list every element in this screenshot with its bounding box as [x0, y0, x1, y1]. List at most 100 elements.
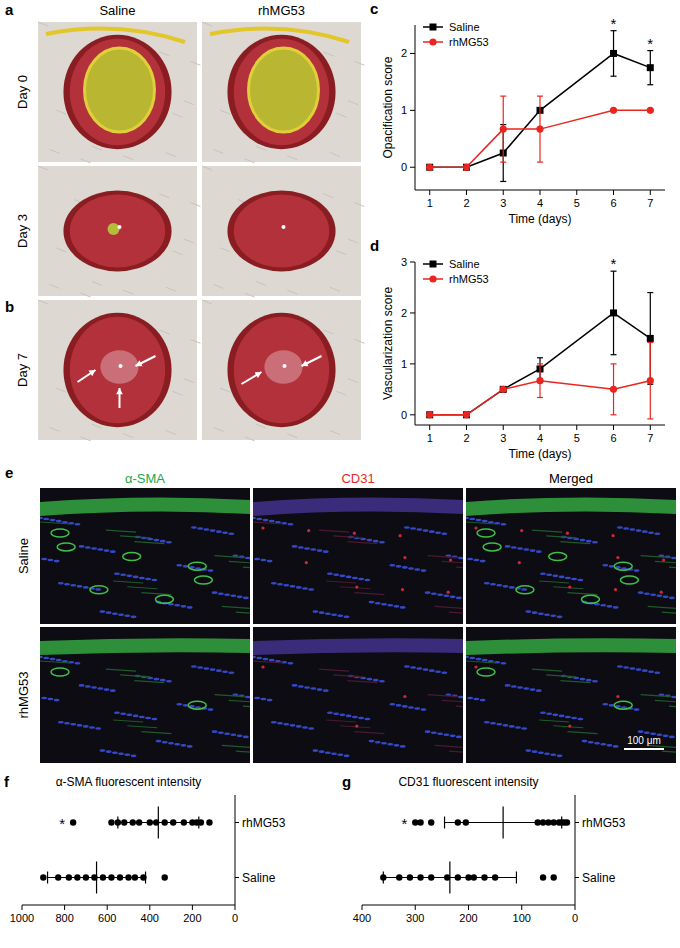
- category-label: Saline: [242, 871, 276, 885]
- micrograph-background: [253, 488, 463, 624]
- micrograph-background: [466, 627, 676, 763]
- fur: [166, 431, 176, 435]
- x-tick: [576, 190, 577, 195]
- x-tick-label: 5: [574, 432, 580, 444]
- data-point: [500, 386, 507, 393]
- vessel: [51, 668, 69, 676]
- nucleus: [40, 656, 43, 659]
- y-axis: [415, 262, 416, 425]
- y-tick-label: 2: [401, 47, 407, 59]
- fur: [220, 110, 230, 114]
- data-point: [170, 819, 176, 825]
- y-tick: [410, 312, 415, 313]
- nucleus: [271, 721, 277, 724]
- nucleus: [254, 558, 260, 561]
- photo-background: [202, 300, 361, 440]
- nucleus: [253, 517, 256, 520]
- y-axis-label: Vascularization score: [381, 287, 395, 400]
- x-tick: [540, 190, 541, 195]
- nucleus: [450, 735, 456, 738]
- data-point: [536, 377, 543, 384]
- fur: [202, 22, 212, 26]
- nucleus: [277, 722, 283, 725]
- fur: [49, 427, 59, 431]
- plot-area: [426, 271, 654, 419]
- y-tick: [575, 822, 579, 823]
- y-tick-label: 3: [401, 256, 407, 268]
- x-tick: [22, 905, 23, 910]
- stroma: [546, 536, 576, 538]
- vessel: [57, 543, 75, 551]
- nucleus: [638, 591, 644, 594]
- fur: [172, 113, 182, 117]
- x-tick-label: 200: [459, 912, 477, 924]
- nucleus: [346, 576, 352, 579]
- fur: [92, 146, 102, 150]
- data-point: [83, 874, 89, 880]
- nucleus: [613, 745, 619, 748]
- nucleus: [256, 657, 262, 660]
- nucleus: [490, 722, 496, 725]
- fur: [348, 379, 358, 383]
- nucleus: [269, 520, 275, 523]
- stroma: [442, 561, 463, 563]
- nucleus: [475, 519, 481, 522]
- nucleus: [441, 671, 447, 674]
- nucleus: [606, 744, 612, 747]
- nucleus: [277, 583, 283, 586]
- nucleus: [509, 725, 515, 728]
- data-point: [140, 874, 146, 880]
- legend-label: Saline: [449, 21, 480, 33]
- nucleus: [557, 616, 563, 619]
- x-tick-label: 400: [141, 912, 159, 924]
- y-tick-label: 1: [401, 104, 407, 116]
- stroma: [532, 669, 562, 671]
- nucleus: [636, 529, 642, 532]
- nucleus: [260, 559, 266, 562]
- data-point: [428, 819, 434, 825]
- nucleus: [565, 577, 571, 580]
- chart-title: CD31 fluorescent intensity: [398, 775, 538, 789]
- data-point: [206, 819, 212, 825]
- nucleus: [644, 731, 650, 734]
- nucleus: [114, 572, 120, 575]
- legend-entry: rhMG53: [423, 36, 489, 48]
- stain: [46, 29, 185, 42]
- arrow: [242, 372, 262, 384]
- cd31-signal: [261, 665, 264, 668]
- cd31-signal: [305, 561, 308, 564]
- data-point: [455, 874, 461, 880]
- eye-photo: [202, 300, 364, 441]
- nucleus: [523, 687, 529, 690]
- nucleus: [327, 711, 333, 714]
- nucleus: [89, 726, 95, 729]
- x-tick: [466, 190, 467, 195]
- error-cap: [537, 96, 543, 97]
- nucleus: [339, 575, 345, 578]
- arrow: [302, 356, 322, 366]
- nucleus: [145, 717, 151, 720]
- significance-mark: *: [59, 815, 65, 832]
- cd31-signal: [520, 529, 523, 532]
- nucleus: [480, 699, 486, 702]
- nucleus: [41, 558, 47, 561]
- fur: [354, 339, 364, 343]
- nucleus: [290, 585, 296, 588]
- panel-label: e: [5, 464, 13, 481]
- y-axis: [235, 795, 236, 905]
- nucleus: [77, 724, 83, 727]
- fur: [49, 149, 59, 153]
- x-tick: [540, 425, 541, 430]
- error-cap: [611, 363, 617, 364]
- nucleus: [120, 573, 126, 576]
- data-point: [492, 874, 498, 880]
- stroma: [113, 581, 143, 583]
- error-cap: [500, 181, 506, 182]
- nucleus: [552, 714, 558, 717]
- fur: [159, 330, 169, 334]
- nucleus: [648, 531, 654, 534]
- fur: [123, 290, 133, 294]
- nucleus: [671, 557, 676, 560]
- nucleus: [538, 751, 544, 754]
- nucleus: [287, 523, 293, 526]
